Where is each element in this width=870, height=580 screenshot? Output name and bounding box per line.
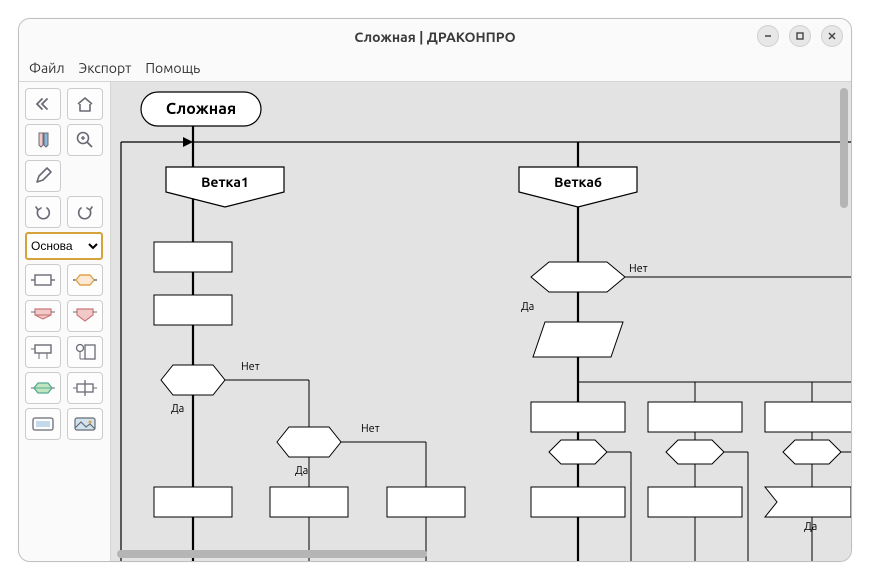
shape-category-select[interactable]: Основа [25, 232, 103, 260]
decision-node[interactable] [277, 427, 341, 457]
toolbox: Основа [19, 82, 111, 561]
undo-button[interactable] [25, 196, 61, 228]
decision-node[interactable] [531, 262, 625, 292]
menu-file[interactable]: Файл [29, 60, 65, 76]
shape-insert-icon[interactable] [25, 372, 61, 404]
action-box[interactable] [648, 402, 742, 432]
yes-label: Да [521, 301, 534, 313]
no-label: Нет [629, 263, 648, 275]
no-label: Нет [241, 361, 260, 373]
action-box[interactable] [765, 402, 851, 432]
decision-node[interactable] [666, 440, 724, 464]
action-box[interactable] [648, 487, 742, 517]
input-node[interactable] [533, 322, 623, 357]
title-node-label: Сложная [166, 100, 236, 118]
diagram-svg: Сложная Ветка1 Ветка6 Нет Да Нет [111, 82, 851, 561]
menu-help[interactable]: Помощь [145, 60, 200, 76]
action-box[interactable] [270, 487, 348, 517]
home-button[interactable] [67, 88, 103, 120]
branch1-label: Ветка1 [201, 174, 249, 190]
no-label: Нет [361, 423, 380, 435]
close-button[interactable] [821, 25, 843, 47]
minimize-button[interactable] [757, 25, 779, 47]
edit-tool[interactable] [25, 160, 61, 192]
action-box[interactable] [531, 487, 625, 517]
decision-node[interactable] [161, 365, 225, 395]
diagram-canvas[interactable]: Сложная Ветка1 Ветка6 Нет Да Нет [111, 82, 851, 561]
action-box[interactable] [531, 402, 625, 432]
address-node[interactable] [765, 487, 851, 517]
decision-node[interactable] [783, 440, 841, 464]
window-title: Сложная | ДРАКОНПРО [354, 29, 515, 45]
decision-node[interactable] [549, 440, 607, 464]
content-area: Основа [19, 81, 851, 561]
maximize-button[interactable] [789, 25, 811, 47]
shape-question-icon[interactable] [67, 264, 103, 296]
action-box[interactable] [154, 487, 232, 517]
pencils-tool[interactable] [25, 124, 61, 156]
yes-label: Да [171, 403, 184, 415]
shape-comment-icon[interactable] [25, 408, 61, 440]
shape-choice-icon[interactable] [67, 300, 103, 332]
shape-shelf-icon[interactable] [25, 300, 61, 332]
vertical-scrollbar[interactable] [840, 88, 848, 208]
action-box[interactable] [154, 295, 232, 325]
app-window: Сложная | ДРАКОНПРО Файл Экспорт Помощь [18, 18, 852, 562]
shape-foreach-icon[interactable] [67, 336, 103, 368]
action-box[interactable] [154, 242, 232, 272]
action-box[interactable] [387, 487, 465, 517]
shape-case-icon[interactable] [25, 336, 61, 368]
yes-label: Да [804, 521, 817, 533]
shape-image-icon[interactable] [67, 408, 103, 440]
window-controls [757, 25, 843, 47]
menubar: Файл Экспорт Помощь [19, 55, 851, 81]
branch6-label: Ветка6 [554, 174, 602, 190]
menu-export[interactable]: Экспорт [79, 60, 132, 76]
redo-button[interactable] [67, 196, 103, 228]
zoom-in-button[interactable] [67, 124, 103, 156]
collapse-button[interactable] [25, 88, 61, 120]
yes-label: Да [295, 465, 308, 477]
shape-address-icon[interactable] [67, 372, 103, 404]
shape-action-icon[interactable] [25, 264, 61, 296]
horizontal-scrollbar[interactable] [117, 550, 427, 558]
titlebar: Сложная | ДРАКОНПРО [19, 19, 851, 55]
